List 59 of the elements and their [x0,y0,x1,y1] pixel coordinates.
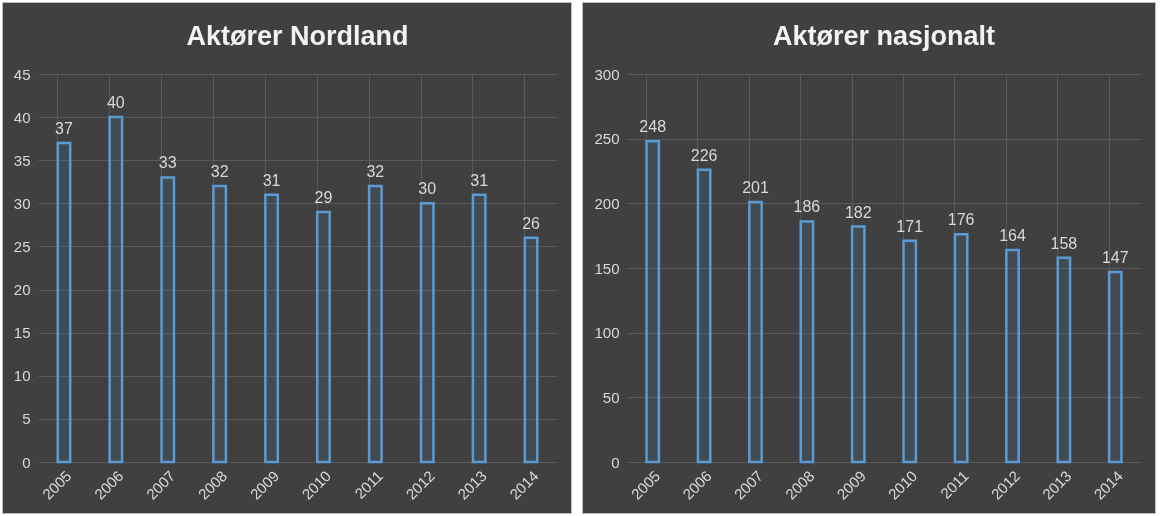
bar [645,140,661,464]
bar [953,233,969,464]
y-tick-label: 40 [13,108,31,126]
data-label: 226 [690,146,718,164]
bar [1107,270,1123,464]
bar [902,239,918,464]
data-label: 26 [522,214,541,232]
y-tick-label: 50 [602,388,620,406]
data-label: 147 [1101,248,1129,266]
y-tick-label: 250 [594,130,620,148]
y-tick-label: 15 [13,324,31,342]
bar [160,176,176,464]
bar [212,184,228,464]
data-label: 182 [844,203,872,221]
bar [1056,256,1072,464]
y-tick-label: 200 [594,194,620,212]
bar [799,220,815,464]
data-label: 33 [158,154,177,172]
y-tick-label: 150 [594,259,620,277]
chart-title: Aktører Nordland [186,21,409,51]
data-label: 186 [793,198,821,216]
bar [367,184,383,464]
bar [748,200,763,464]
y-tick-label: 0 [611,453,620,471]
data-label: 31 [262,171,281,189]
data-label: 29 [314,188,333,206]
y-tick-label: 10 [13,367,31,385]
data-label: 164 [999,226,1026,244]
bar [264,193,280,464]
data-label: 248 [639,118,667,136]
data-label: 40 [106,94,125,112]
bar [419,202,435,464]
chart-title: Aktører nasjonalt [772,21,996,51]
data-label: 32 [210,163,229,181]
y-tick-label: 20 [13,281,31,299]
y-tick-label: 25 [13,237,31,255]
y-tick-label: 45 [13,65,31,83]
data-label: 30 [418,180,437,198]
bar [471,193,487,464]
y-tick-label: 35 [13,151,31,169]
y-tick-label: 30 [13,194,31,212]
data-label: 37 [55,119,73,137]
data-label: 158 [1050,234,1078,252]
y-tick-label: 5 [22,410,31,428]
data-label: 176 [947,211,975,229]
bar [850,225,866,464]
data-label: 171 [896,217,924,235]
data-label: 31 [470,171,489,189]
bar [523,236,539,464]
data-label: 32 [366,163,385,181]
bar [56,141,72,464]
bar [315,210,331,464]
bar [696,168,712,464]
y-tick-label: 100 [594,324,620,342]
data-label: 201 [742,179,769,197]
y-tick-label: 0 [22,453,31,471]
bar [108,115,124,464]
bar [1005,248,1020,464]
y-tick-label: 300 [594,65,620,83]
